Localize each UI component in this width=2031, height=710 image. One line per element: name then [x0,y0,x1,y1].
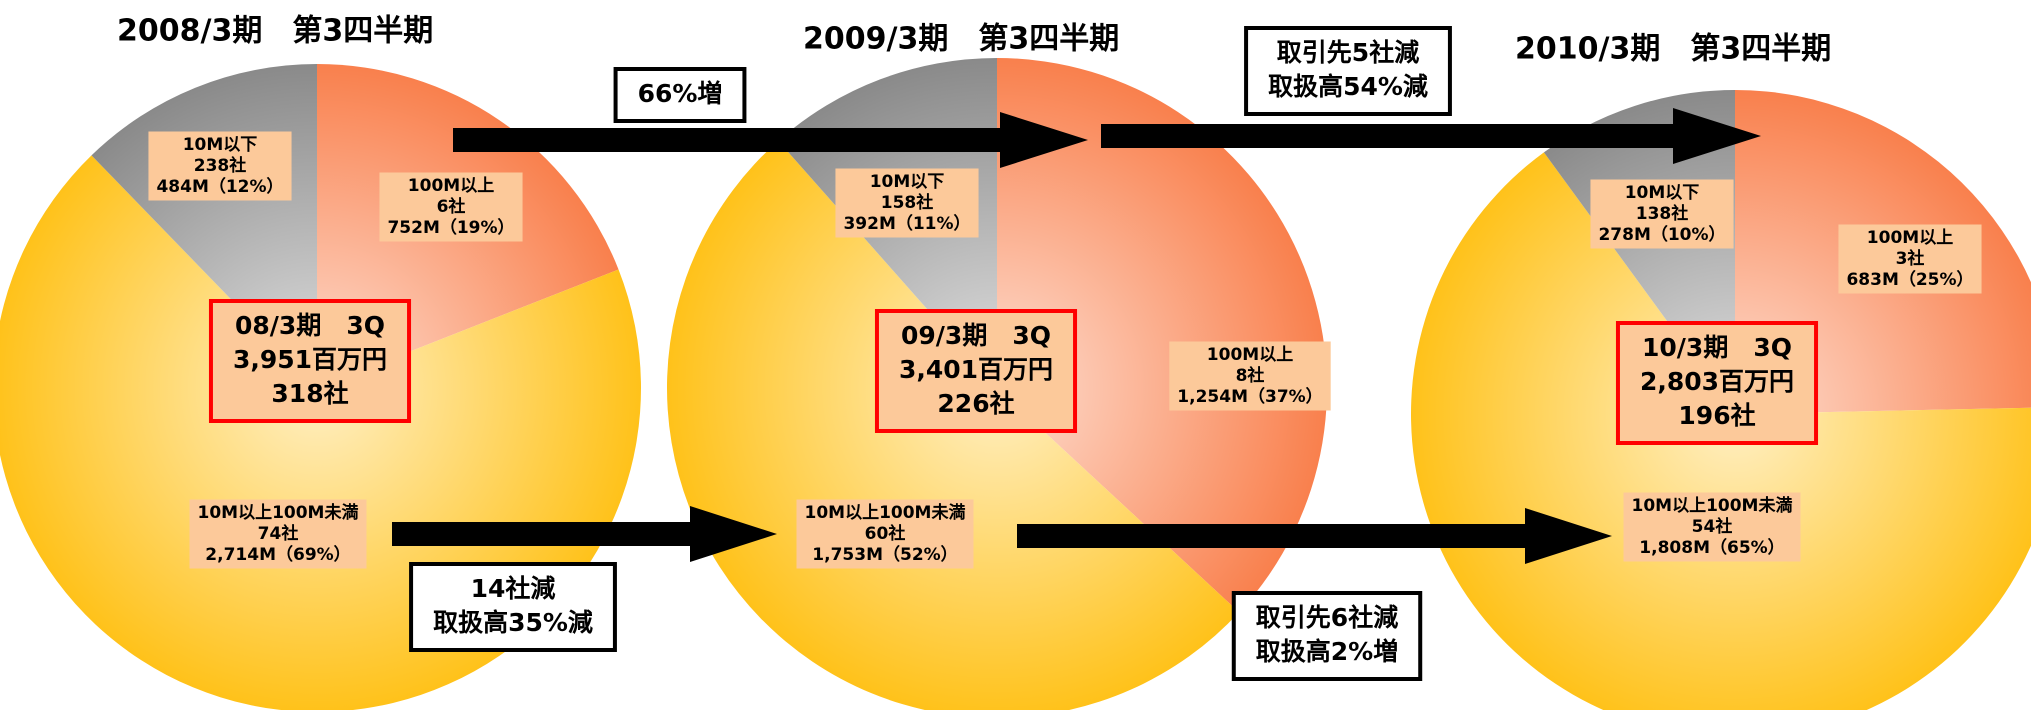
arrow [1017,508,1612,564]
slice-label-text: 158社 [881,192,934,213]
center-label-text: 2,803百万円 [1640,367,1794,396]
annotation-text: 取引先5社減 [1277,38,1419,67]
slice-label-text: 10M以下 [183,135,258,155]
slice-label-text: 2,714M（69%） [205,544,350,565]
slice-label-box [1838,224,1982,294]
annotation-box [409,562,617,652]
center-label-text: 226社 [937,389,1014,418]
center-label-box [874,309,1078,433]
annotation-text: 取扱高35%減 [433,608,593,637]
annotation-text: 取扱高2%増 [1256,637,1398,666]
slice-label-text: 10M以上100M未満 [1632,495,1793,516]
annotation-text: 取扱高54%減 [1268,72,1428,101]
center-label: 09/3期 3Q 3,401百万円 226社 [874,309,1078,433]
slice-label-box [189,499,367,569]
slice-label-text: 100M以上 [1207,345,1293,365]
slice-label-box [796,499,974,569]
slice-label-text: 1,254M（37%） [1177,386,1322,407]
slice-label-box [379,172,523,242]
annotation-text: 取引先6社減 [1256,603,1398,632]
arrow [1101,108,1761,164]
slice-label-text: 6社 [437,196,466,217]
center-label-text: 318社 [271,379,348,408]
slice-label-text: 1,808M（65%） [1639,537,1784,558]
center-label-text: 10/3期 3Q [1642,333,1792,362]
slice-label-text: 484M（12%） [156,176,283,197]
slice-label-text: 8社 [1236,365,1265,386]
slice-label-text: 278M（10%） [1598,224,1725,245]
slice-label-box [148,131,292,201]
center-label-text: 3,951百万円 [233,345,387,374]
annotation-box [1244,26,1452,116]
arrows [392,108,1761,564]
arrow [392,506,777,562]
slice-label-text: 3社 [1896,248,1925,269]
center-label-text: 09/3期 3Q [901,321,1051,350]
pie-title: 2008/3期 第3四半期 [117,14,433,49]
slice-label-box [1169,341,1331,411]
annotation-text: 14社減 [471,574,556,603]
arrow [453,112,1088,168]
center-label-box [1615,321,1819,445]
slice-label-text: 392M（11%） [843,213,970,234]
center-label-text: 196社 [1678,401,1755,430]
annotation: 66%増 [613,67,747,123]
slice-label-text: 74社 [258,523,299,544]
slice-label-text: 100M以上 [1867,228,1953,248]
slice-label-text: 54社 [1692,516,1733,537]
slice-label-text: 60社 [865,523,906,544]
center-label-text: 3,401百万円 [899,355,1053,384]
slice-label-text: 238社 [194,155,247,176]
slice-label-text: 10M以上100M未満 [805,502,966,523]
slice-label-text: 10M以下 [1625,183,1700,203]
slice-label-text: 752M（19%） [387,217,514,238]
pie-title: 2010/3期 第3四半期 [1515,32,1831,67]
slice-label-box [1623,492,1801,562]
slice-label-text: 10M以上100M未満 [198,502,359,523]
slice-label-text: 100M以上 [408,176,494,196]
annotation-text: 66%増 [638,79,723,108]
slice-label-box [835,168,979,238]
annotation-box [1231,591,1423,681]
slice-label-box [1590,179,1734,249]
slice-label-text: 1,753M（52%） [812,544,957,565]
pie-title: 2009/3期 第3四半期 [803,22,1119,57]
center-label-text: 08/3期 3Q [235,311,385,340]
slice-label-text: 138社 [1636,203,1689,224]
labels: 2008/3期 第3四半期100M以上6社752M（19%）10M以上100M未… [117,14,1982,681]
annotation-box [613,67,747,123]
slice-label-text: 683M（25%） [1846,269,1973,290]
center-label: 10/3期 3Q 2,803百万円 196社 [1615,321,1819,445]
center-label-box [208,299,412,423]
slice-label-text: 10M以下 [870,172,945,192]
center-label: 08/3期 3Q 3,951百万円 318社 [208,299,412,423]
